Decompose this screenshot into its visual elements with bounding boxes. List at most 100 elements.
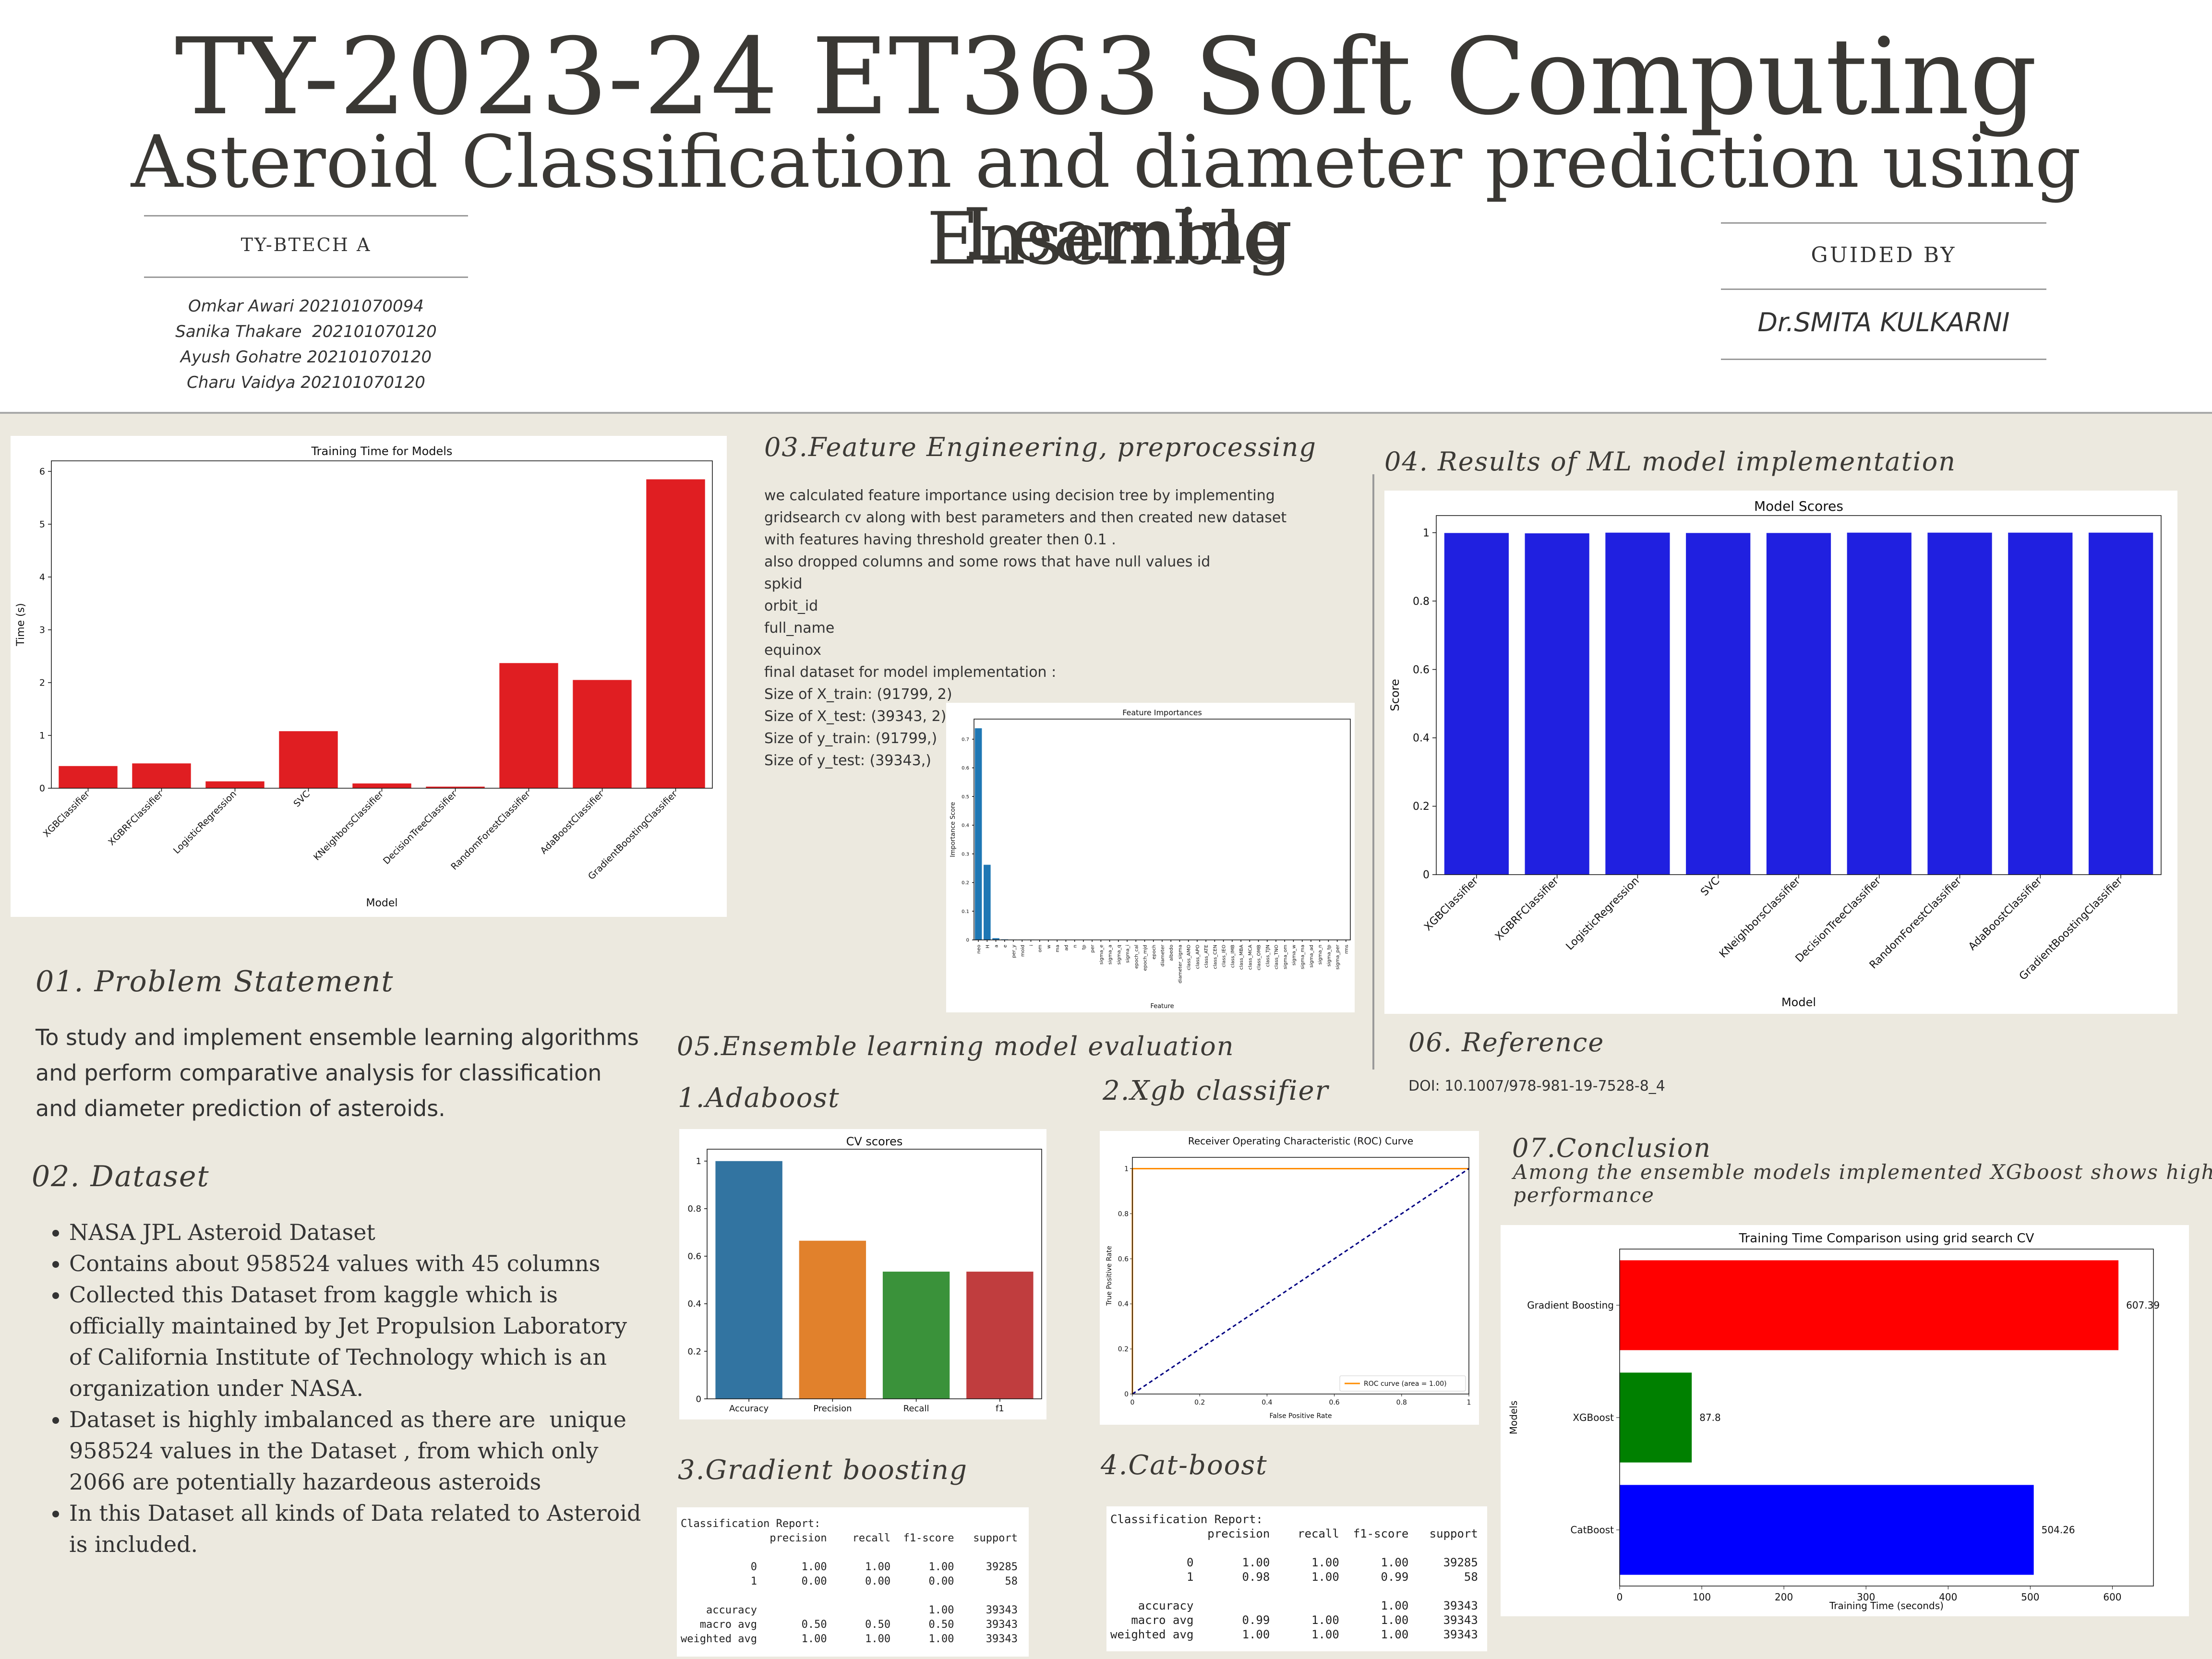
dataset-bullet-line: Dataset is highly imbalanced as there ar… (69, 1407, 626, 1432)
x-tick-label: sigma_n (1318, 945, 1323, 965)
bar-kneighborsclassifier (352, 783, 411, 788)
conclusion-heading: 07.Conclusion (1512, 1133, 1712, 1163)
x-tick-label: epoch (1152, 945, 1157, 959)
x-tick-label: XGBClassifier (1422, 875, 1480, 933)
chance-line (1132, 1168, 1469, 1395)
dataset-bullet-line: NASA JPL Asteroid Dataset (69, 1219, 375, 1245)
x-tick-label: sigma_ma (1300, 945, 1306, 969)
y-tick-label: 0.6 (687, 1251, 701, 1262)
x-tick-label: class_CEN (1213, 945, 1218, 969)
x-tick-label: 400 (1939, 1591, 1957, 1603)
plot-frame (707, 1149, 1042, 1399)
x-tick-label: sigma_w (1291, 945, 1297, 965)
x-tick-label: 0.8 (1396, 1399, 1407, 1407)
report-line: Classification Report: (1110, 1513, 1263, 1526)
class-label: TY-BTECH A (240, 234, 372, 255)
x-tick-label: 600 (2103, 1591, 2121, 1603)
x-tick-label: sigma_a (1108, 945, 1113, 964)
feature-line: also dropped columns and some rows that … (764, 553, 1211, 570)
bar-catboost (1620, 1485, 2034, 1575)
xgb-heading: 2.Xgb classifier (1103, 1075, 1329, 1106)
student-name: Sanika Thakare 202101070120 (175, 322, 437, 341)
x-tick-label: 200 (1775, 1591, 1793, 1603)
x-tick-label: class_ATE (1204, 945, 1209, 968)
report-line: 0 1.00 1.00 1.00 39285 (1110, 1556, 1478, 1569)
y-axis-label: True Positive Rate (1106, 1246, 1113, 1306)
x-tick-label: GradientBoostingClassifier (586, 789, 679, 882)
bar-a (992, 938, 999, 940)
x-tick-label: LogisticRegression (1564, 875, 1642, 953)
x-tick-label: AdaBoostClassifier (539, 789, 606, 856)
x-tick-label: class_IEO (1222, 945, 1227, 967)
y-tick-label: 1 (696, 1156, 701, 1166)
report-line: accuracy 1.00 39343 (681, 1604, 1018, 1616)
bar-adaboostclassifier (573, 680, 632, 788)
x-tick-label: SVC (1698, 875, 1722, 899)
y-tick-label: 1 (39, 731, 45, 741)
feature-line: final dataset for model implementation : (764, 664, 1057, 681)
feature-line: Size of X_test: (39343, 2) (764, 708, 947, 725)
reference-doi: DOI: 10.1007/978-981-19-7528-8_4 (1408, 1078, 1665, 1094)
x-tick-label: 100 (1693, 1591, 1711, 1603)
poster-subtitle-line2: Learning (962, 193, 1293, 277)
bar-kneighborsclassifier (1766, 533, 1831, 875)
y-tick-label: 0.5 (962, 794, 969, 800)
x-tick-label: KNeighborsClassifier (1717, 875, 1803, 961)
x-tick-label: 500 (2021, 1591, 2039, 1603)
x-tick-label: RandomForestClassifier (1867, 875, 1964, 972)
report-line: accuracy 1.00 39343 (1110, 1599, 1478, 1612)
report-line: 1 0.00 0.00 0.00 58 (681, 1575, 1018, 1587)
problem-line: and perform comparative analysis for cla… (36, 1060, 602, 1086)
y-tick-label: 2 (39, 678, 45, 688)
x-tick-label: class_TJN (1265, 945, 1271, 967)
bar-xgbrfclassifier (132, 763, 191, 788)
x-tick-label: ad (1064, 945, 1069, 950)
dataset-bullet: Contains about 958524 values with 45 col… (69, 1248, 658, 1279)
bar-adaboostclassifier (2008, 532, 2073, 875)
x-tick-label: f1 (996, 1404, 1004, 1414)
chart-title: Model Scores (1754, 498, 1843, 514)
dataset-bullet-list: NASA JPL Asteroid Dataset Contains about … (34, 1217, 658, 1560)
report-line: macro avg 0.99 1.00 1.00 39343 (1110, 1613, 1478, 1627)
x-tick-label: albedo (1169, 945, 1174, 961)
chart-title: Feature Importances (1122, 708, 1202, 717)
x-tick-label: Recall (903, 1404, 929, 1414)
report-line (1110, 1584, 1483, 1599)
bar-f1 (966, 1272, 1034, 1399)
x-tick-label: H (985, 945, 990, 949)
bar-svc (279, 731, 338, 788)
y-tick-label: 0.8 (687, 1204, 701, 1214)
x-tick-label: rms (1344, 945, 1349, 954)
cat-report-panel: Classification Report: precision recall … (1106, 1506, 1487, 1651)
x-tick-label: epoch_cal (1134, 945, 1139, 969)
bar-value-label: 504.26 (2042, 1524, 2075, 1536)
bar-gradientboostingclassifier (2089, 532, 2153, 875)
y-tick-label: 0.4 (962, 823, 969, 829)
report-line (681, 1546, 1025, 1560)
dataset-bullet: Collected this Dataset from kaggle which… (69, 1279, 658, 1404)
y-axis-label: Time (s) (15, 603, 27, 646)
feature-line: we calculated feature importance using d… (764, 487, 1275, 504)
bar-randomforestclassifier (499, 663, 558, 788)
student-list: Omkar Awari 202101070094 Sanika Thakare … (144, 294, 468, 396)
chart-title: CV scores (846, 1135, 903, 1148)
x-tick-label: per (1090, 944, 1095, 953)
dataset-bullet-line: organization under NASA. (69, 1375, 364, 1401)
x-tick-label: 0.2 (1194, 1399, 1205, 1407)
y-tick-label: 0.6 (1118, 1255, 1129, 1263)
bar-h (984, 865, 991, 940)
x-tick-label: SVC (291, 789, 312, 809)
report-line: precision recall f1-score support (1110, 1527, 1478, 1540)
x-tick-label: DecisionTreeClassifier (1793, 875, 1884, 965)
x-tick-label: sigma_i (1125, 945, 1130, 963)
gridsearch-time-chart: Training Time Comparison using grid sear… (1508, 1231, 2160, 1611)
bar-recall (882, 1272, 950, 1399)
x-axis-label: Model (366, 897, 397, 909)
dataset-bullet-line: In this Dataset all kinds of Data relate… (69, 1500, 641, 1526)
legend-box (1339, 1375, 1466, 1392)
report-line: 1 0.98 1.00 0.99 58 (1110, 1570, 1478, 1584)
student-name: Ayush Gohatre 202101070120 (180, 348, 432, 367)
bar-xgbclassifier (59, 766, 118, 788)
model-scores-chart: Model Scores 0 0.2 0.4 0.6 0.8 1 XGBClassifier X… (1388, 498, 2162, 1009)
feature-engineering-text: we calculated feature importance using d… (764, 485, 1286, 772)
